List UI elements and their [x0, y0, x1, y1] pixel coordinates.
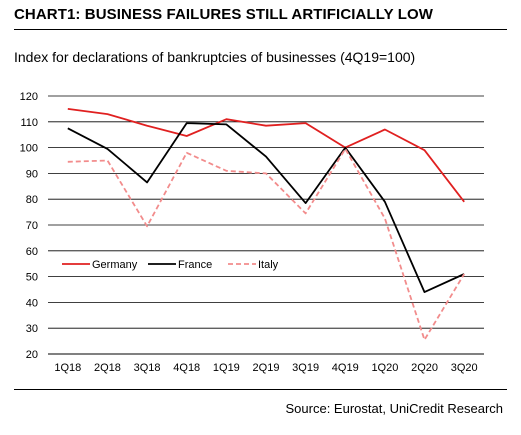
x-tick-label: 4Q19: [332, 362, 359, 374]
chart-subtitle: Index for declarations of bankruptcies o…: [14, 49, 416, 65]
x-tick-label: 1Q19: [213, 362, 240, 374]
footer-rule: [14, 389, 507, 390]
y-tick-label: 120: [20, 91, 38, 103]
x-axis-ticks: 1Q18 2Q18 3Q18 4Q18 1Q19 2Q19 3Q19 4Q19 1Q20 2Q20…: [54, 362, 477, 374]
x-tick-label: 2Q20: [411, 362, 438, 374]
y-axis-ticks: 20 30 40 50 60 70 80 90 100 110 120: [20, 91, 38, 361]
series-lines: [67, 108, 465, 341]
y-tick-label: 60: [26, 246, 38, 258]
series-line-italy: [67, 147, 465, 341]
series-line-france: [67, 122, 465, 294]
x-tick-label: 3Q18: [134, 362, 161, 374]
legend-label-germany: Germany: [92, 259, 138, 271]
y-tick-label: 80: [26, 194, 38, 206]
y-tick-label: 90: [26, 168, 38, 180]
y-tick-label: 30: [26, 323, 38, 335]
x-tick-label: 1Q20: [371, 362, 398, 374]
y-tick-label: 70: [26, 220, 38, 232]
x-tick-label: 3Q20: [451, 362, 478, 374]
y-tick-label: 110: [20, 117, 38, 129]
y-tick-label: 40: [26, 297, 38, 309]
legend: Germany France Italy: [62, 259, 279, 271]
title-rule: [14, 29, 507, 30]
x-tick-label: 1Q18: [54, 362, 81, 374]
x-tick-label: 2Q19: [253, 362, 280, 374]
series-line-germany: [67, 108, 465, 203]
x-tick-label: 4Q18: [173, 362, 200, 374]
y-tick-label: 20: [26, 349, 38, 361]
chart-title: CHART1: BUSINESS FAILURES STILL ARTIFICI…: [14, 6, 433, 23]
gridlines: [48, 95, 484, 355]
y-tick-label: 100: [20, 143, 38, 155]
source-note: Source: Eurostat, UniCredit Research: [285, 401, 503, 416]
y-tick-label: 50: [26, 272, 38, 284]
legend-label-italy: Italy: [258, 259, 279, 271]
legend-label-france: France: [178, 259, 212, 271]
x-tick-label: 3Q19: [292, 362, 319, 374]
x-tick-label: 2Q18: [94, 362, 121, 374]
